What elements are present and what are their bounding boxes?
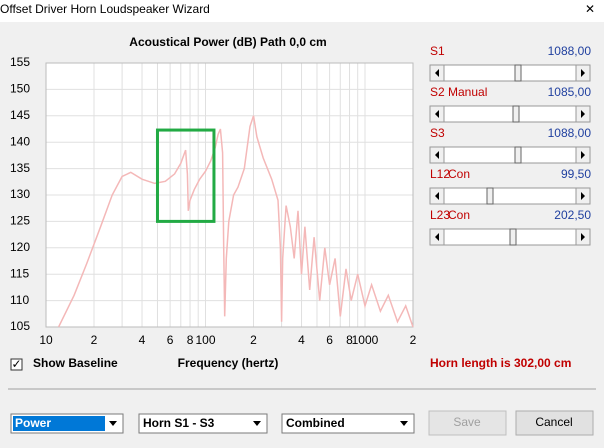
param-value: 1085,00: [548, 85, 592, 99]
param-name: S1: [430, 44, 445, 58]
x-tick-label: 100: [195, 333, 215, 347]
slider-thumb[interactable]: [514, 64, 522, 82]
power-curve: [57, 115, 414, 328]
x-axis-label: Frequency (hertz): [178, 356, 279, 370]
dropdown-value: Combined: [286, 416, 345, 430]
y-tick-label: 150: [10, 82, 30, 96]
controls: Power Horn S1 - S3 Combined Save Cancel: [10, 410, 594, 436]
slider-track: [429, 146, 591, 164]
dropdown-arrows: [109, 421, 408, 426]
checkbox[interactable]: [10, 358, 23, 371]
checkmark: ✓: [11, 357, 21, 371]
y-tick-label: 110: [10, 293, 29, 307]
close-button[interactable]: ✕: [585, 2, 595, 16]
y-tick-label: 105: [10, 319, 30, 333]
cancel-button[interactable]: [515, 410, 594, 436]
window-title: Offset Driver Horn Loudspeaker Wizard: [0, 2, 210, 16]
x-tick-label: 2: [250, 333, 257, 347]
y-tick-label: 140: [10, 134, 30, 148]
selection: [13, 416, 105, 431]
param-mode: Con: [448, 167, 470, 181]
x-tick-label: 6: [167, 333, 174, 347]
save-button[interactable]: [428, 410, 507, 436]
slider-thumb[interactable]: [486, 187, 494, 205]
y-tick-label: 130: [10, 187, 30, 201]
x-tick-label: 4: [139, 333, 146, 347]
highlight-box: [155, 128, 216, 223]
dropdown-value: Power: [15, 416, 51, 430]
y-tick-label: 115: [10, 266, 29, 280]
slider-track: [429, 187, 591, 205]
param-value: 1088,00: [548, 44, 592, 58]
param-name: S2: [430, 85, 445, 99]
x-tick-label: 2: [410, 333, 417, 347]
slider-track: [429, 105, 591, 123]
slider-track: [429, 64, 591, 82]
horn-length: Horn length is 302,00 cm: [430, 356, 571, 370]
param-name: L12: [430, 167, 450, 181]
button-label: Cancel: [535, 415, 572, 429]
x-tick-label: 10: [39, 333, 53, 347]
plot-border: [45, 62, 414, 328]
param-value: 202,50: [554, 208, 591, 222]
x-tick-label: 2: [91, 333, 98, 347]
param-value: 1088,00: [548, 126, 592, 140]
slider-thumb[interactable]: [512, 105, 520, 123]
dropdown[interactable]: [138, 413, 268, 434]
dropdown-value: Horn S1 - S3: [143, 416, 215, 430]
param-mode: Manual: [448, 85, 487, 99]
baseline-label[interactable]: Show Baseline: [33, 356, 118, 370]
param-name: L23: [430, 208, 450, 222]
slider-thumb[interactable]: [509, 228, 517, 246]
x-tick-label: 8: [187, 333, 194, 347]
x-tick-label: 8: [346, 333, 353, 347]
x-tick-label: 4: [298, 333, 305, 347]
y-tick-label: 120: [10, 240, 30, 254]
dropdown[interactable]: [281, 413, 415, 434]
slider-thumb[interactable]: [514, 146, 522, 164]
chart-title: Acoustical Power (dB) Path 0,0 cm: [129, 35, 326, 49]
y-tick-label: 125: [10, 214, 30, 228]
param-mode: Con: [448, 208, 470, 222]
param-name: S3: [430, 126, 445, 140]
button-label: Save: [453, 415, 481, 429]
y-tick-label: 145: [10, 108, 30, 122]
y-tick-label: 135: [10, 161, 30, 175]
x-tick-label: 1000: [352, 333, 379, 347]
y-tick-label: 155: [10, 55, 30, 69]
x-tick-label: 6: [326, 333, 333, 347]
param-value: 99,50: [561, 167, 591, 181]
title-bar: [0, 0, 604, 22]
